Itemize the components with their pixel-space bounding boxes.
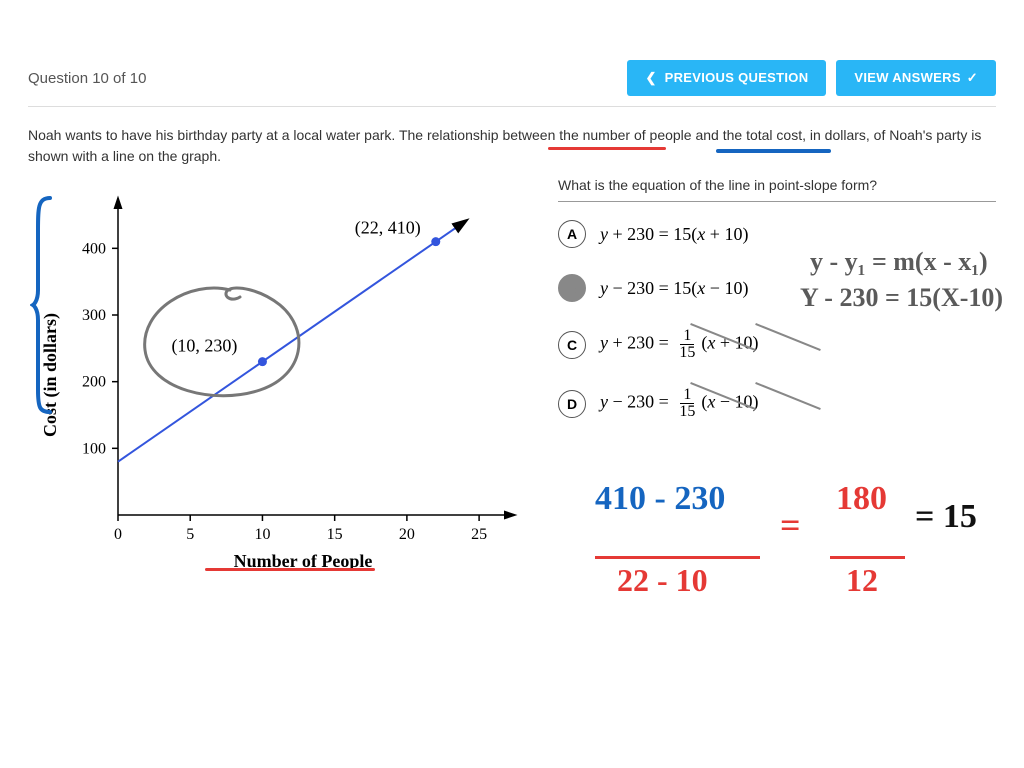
underline-xlabel-icon [205,568,375,571]
option-a-expr: y + 230 = 15(x + 10) [600,224,748,245]
top-bar: Question 10 of 10 ❮ PREVIOUS QUESTION VI… [28,60,996,107]
calc-numerator-2: 180 [836,480,911,518]
option-b-expr: y − 230 = 15(x − 10) [600,278,748,299]
option-a-circle: A [558,220,586,248]
prev-btn-label: PREVIOUS QUESTION [665,70,809,85]
option-a[interactable]: A y + 230 = 15(x + 10) [558,220,996,248]
check-icon: ✓ [967,70,978,85]
fraction-bar-icon [595,556,760,559]
svg-text:300: 300 [82,307,106,324]
option-c-expr: y + 230 = 115(x + 10) [600,328,758,361]
option-d[interactable]: D y − 230 = 115(x − 10) [558,387,996,420]
option-c-circle: C [558,331,586,359]
svg-text:5: 5 [186,526,194,543]
underline-cost-icon [716,149,831,153]
svg-text:400: 400 [82,240,106,257]
handwriting-frac-2: 180 12 [830,480,905,596]
svg-text:10: 10 [254,526,270,543]
sub-question: What is the equation of the line in poin… [558,177,996,202]
handwriting-substitution: Y - 230 = 15(X-10) [800,283,1003,313]
answers-btn-label: VIEW ANSWERS [854,70,960,85]
calc-numerator-1: 410 - 230 [595,480,760,518]
strike-icon [755,323,821,351]
equals-icon: = [780,504,801,546]
problem-statement: Noah wants to have his birthday party at… [28,107,996,175]
option-b-circle: B [558,274,586,302]
option-d-expr: y − 230 = 115(x − 10) [600,387,758,420]
chevron-left-icon: ❮ [645,70,656,85]
svg-text:20: 20 [399,526,415,543]
option-d-circle: D [558,390,586,418]
calc-denominator-2: 12 [846,562,921,599]
svg-text:(10, 230): (10, 230) [171,336,237,357]
calc-result: = 15 [915,498,977,536]
problem-text: Noah wants to have his birthday party at… [28,127,981,164]
graph-panel: 0 5 10 15 20 25 100 200 300 400 (10, 230) (22, 410)… [28,175,548,600]
question-counter: Question 10 of 10 [28,70,146,87]
fraction-bar-icon [830,556,905,559]
line-chart: 0 5 10 15 20 25 100 200 300 400 (10, 230) (22, 410)… [28,175,548,595]
option-c[interactable]: C y + 230 = 115(x + 10) [558,328,996,361]
svg-text:100: 100 [82,440,106,457]
svg-text:15: 15 [327,526,343,543]
svg-text:25: 25 [471,526,487,543]
strike-icon [755,382,821,410]
handwriting-formula: y - y₁ = m(x - x₁) [810,247,988,277]
svg-text:(22, 410): (22, 410) [355,218,421,239]
underline-people-icon [548,147,666,150]
previous-question-button[interactable]: ❮ PREVIOUS QUESTION [627,60,826,96]
view-answers-button[interactable]: VIEW ANSWERS ✓ [836,60,996,96]
svg-text:0: 0 [114,526,122,543]
svg-text:200: 200 [82,374,106,391]
svg-text:Cost (in dollars): Cost (in dollars) [40,313,61,437]
calc-denominator-1: 22 - 10 [617,562,782,599]
handwriting-slope-calc: 410 - 230 22 - 10 [595,480,760,596]
